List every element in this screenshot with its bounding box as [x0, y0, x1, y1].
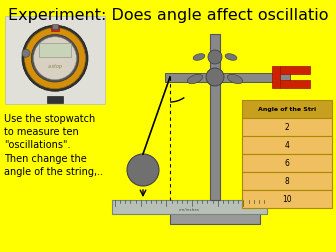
Circle shape [34, 37, 77, 80]
Bar [178, 204, 252, 212]
Circle shape [22, 25, 88, 91]
Bar [112, 200, 267, 214]
Text: 10: 10 [282, 195, 292, 204]
Bar [280, 66, 310, 74]
Circle shape [127, 154, 159, 186]
Text: 4: 4 [285, 141, 289, 149]
Text: cm/inches: cm/inches [179, 208, 200, 212]
FancyBboxPatch shape [39, 43, 71, 57]
Bar [51, 25, 59, 31]
Bar [272, 66, 280, 88]
Text: 2: 2 [285, 122, 289, 132]
FancyBboxPatch shape [5, 16, 105, 104]
Text: Use the stopwatch
to measure ten
"oscillations".
Then change the
angle of the st: Use the stopwatch to measure ten "oscill… [4, 114, 103, 177]
Text: 8: 8 [285, 176, 289, 185]
Bar [242, 154, 332, 172]
Bar [242, 190, 332, 208]
Text: 6: 6 [285, 159, 289, 168]
Bar [215, 73, 290, 81]
Bar [242, 172, 332, 190]
Bar [47, 96, 63, 103]
Circle shape [22, 49, 30, 57]
Bar [242, 118, 332, 136]
Text: Experiment: Does angle affect oscillatio: Experiment: Does angle affect oscillatio [8, 8, 328, 23]
Ellipse shape [227, 74, 243, 84]
Ellipse shape [225, 54, 237, 60]
Circle shape [25, 28, 85, 89]
Bar [210, 34, 220, 200]
Bar [170, 212, 260, 224]
Text: a·stop: a·stop [47, 64, 62, 69]
Bar [242, 136, 332, 154]
Ellipse shape [187, 74, 203, 84]
Bar [242, 100, 332, 118]
Bar [52, 23, 58, 28]
Circle shape [206, 68, 224, 86]
Bar [280, 80, 310, 88]
Ellipse shape [193, 54, 205, 60]
Circle shape [31, 35, 79, 82]
Circle shape [208, 50, 222, 64]
Text: Angle of the Stri: Angle of the Stri [258, 107, 316, 111]
Bar [165, 73, 215, 81]
